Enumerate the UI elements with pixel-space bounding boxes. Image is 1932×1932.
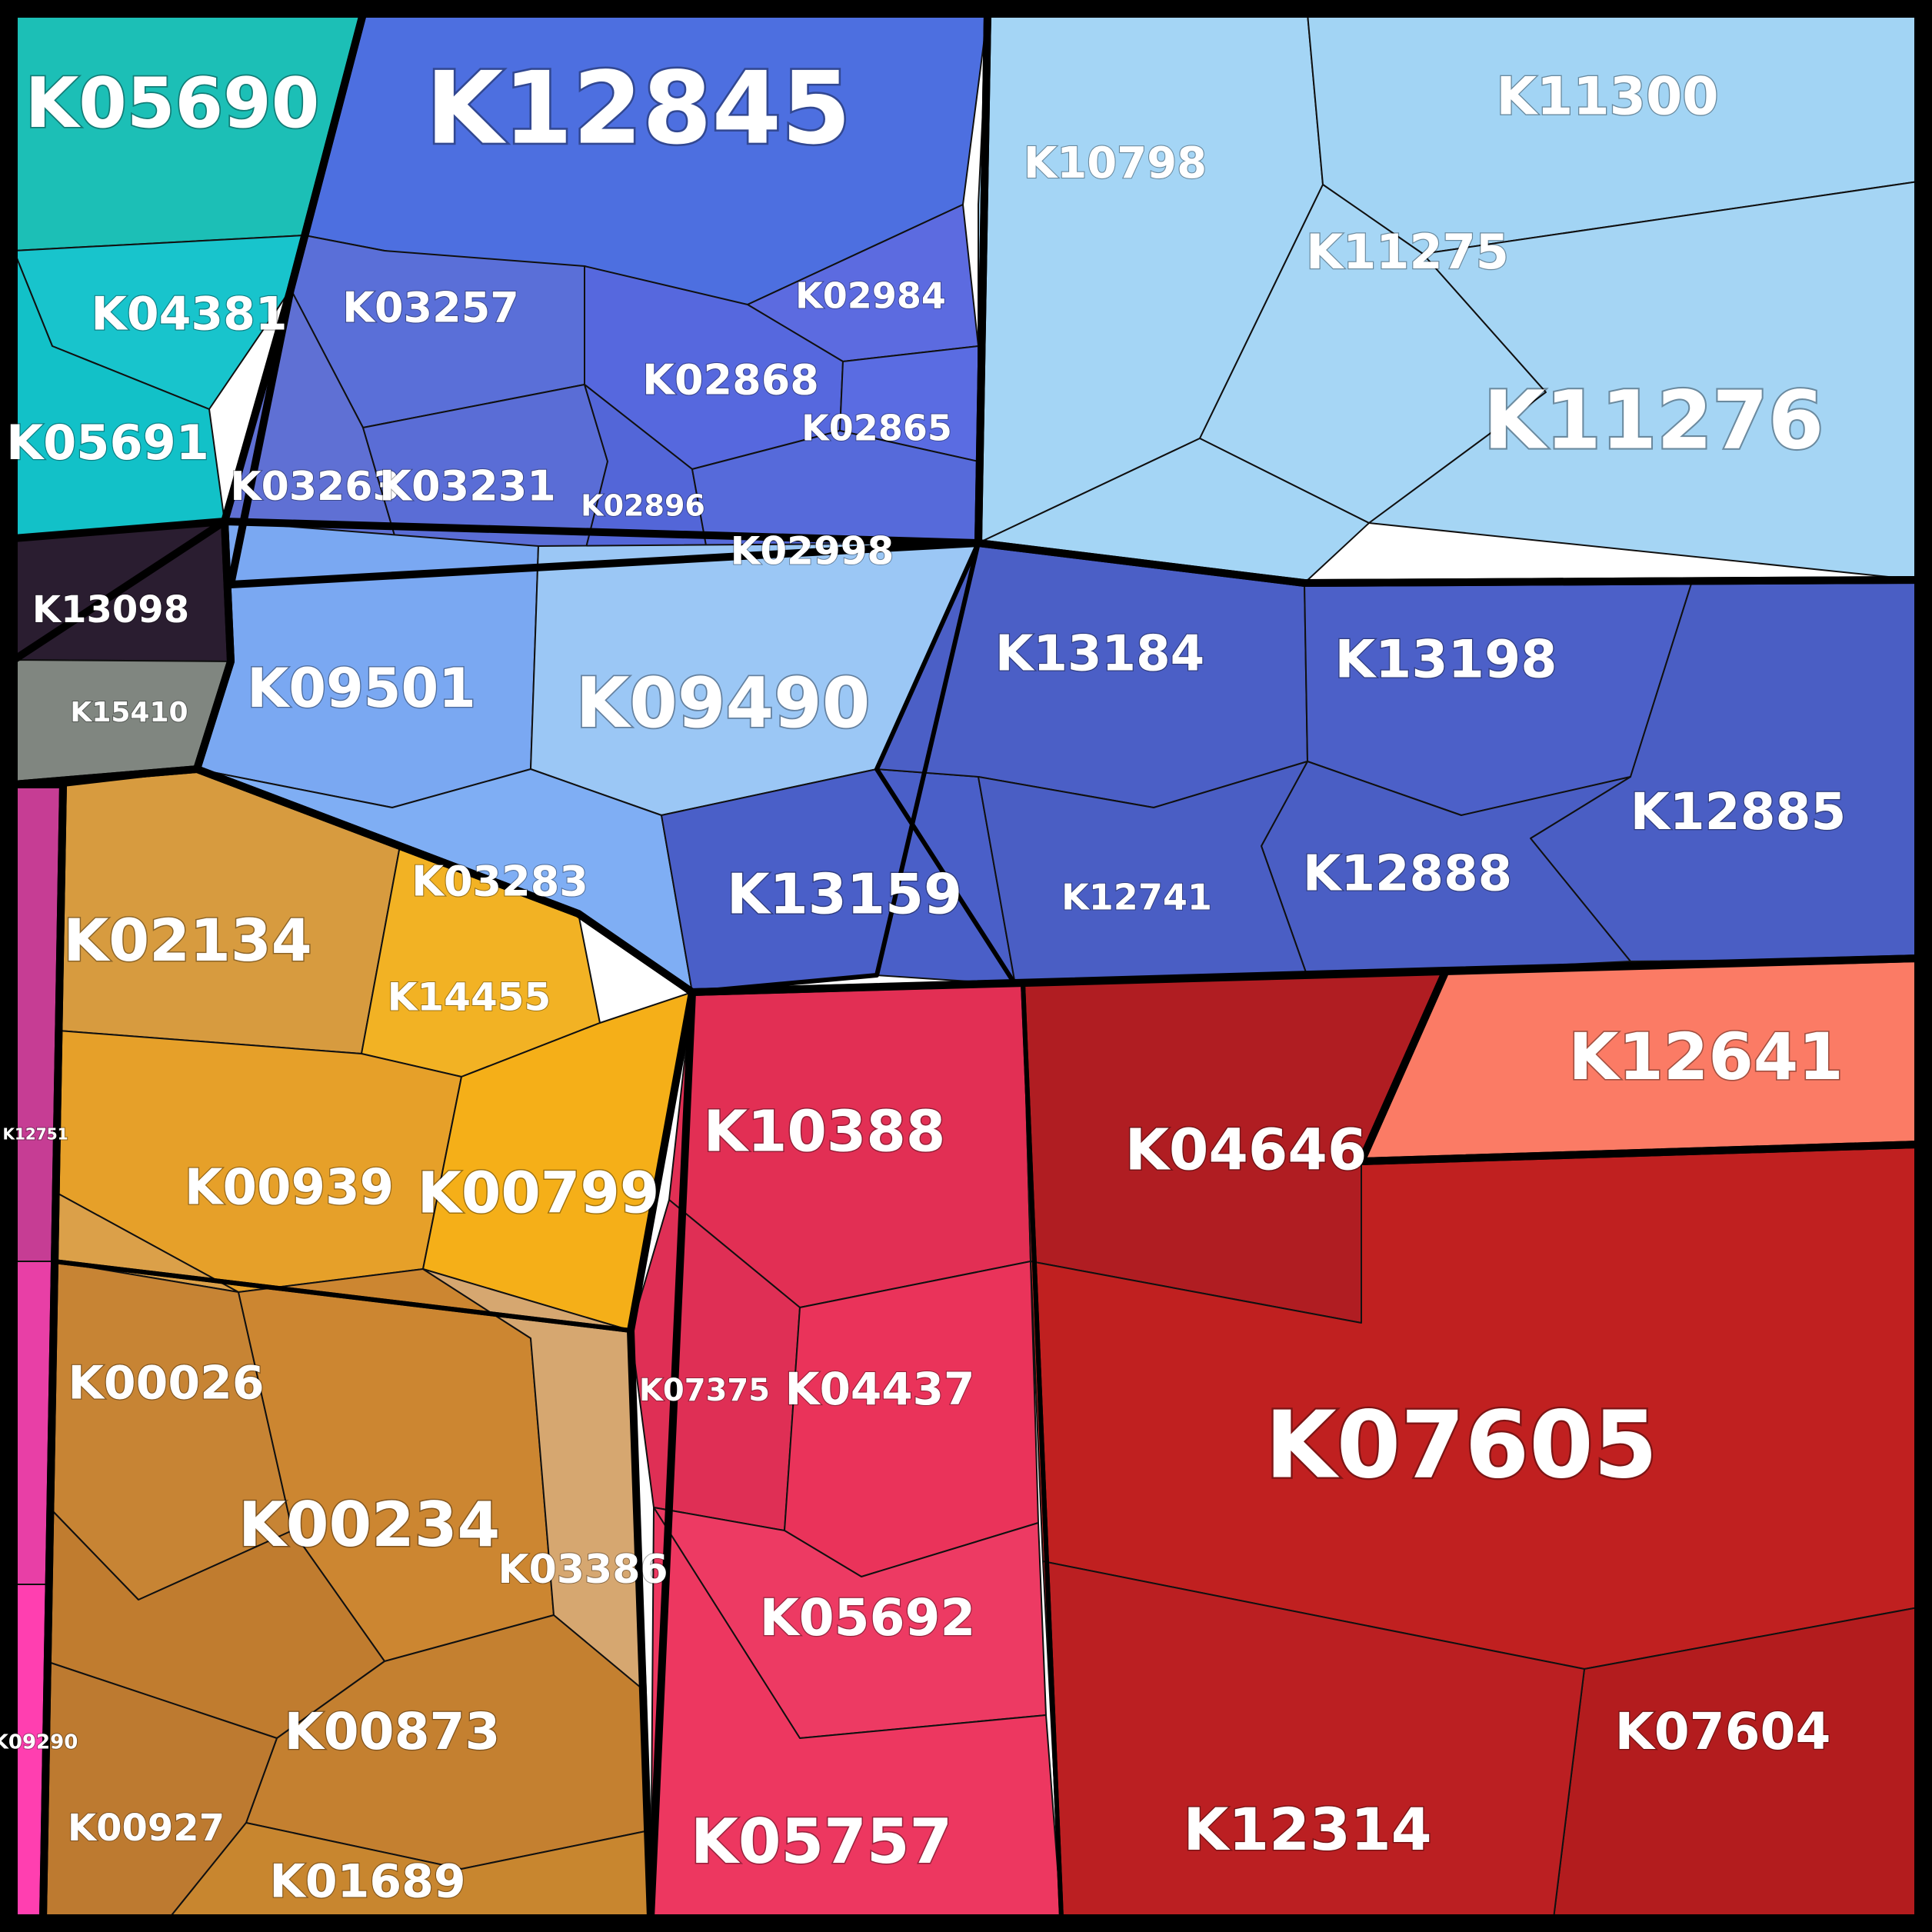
- cell-label: K09490: [576, 663, 871, 744]
- cell-label: K12845: [425, 50, 851, 167]
- cell-label: K12641: [1568, 1019, 1843, 1094]
- cell-label: K02865: [801, 408, 952, 449]
- cell-label: K07605: [1265, 1393, 1657, 1500]
- cell-label: K05757: [691, 1806, 952, 1877]
- cell-label: K00927: [68, 1807, 225, 1850]
- cell-label: K04437: [785, 1363, 975, 1415]
- cell-label: K00799: [418, 1161, 660, 1227]
- cell-label: K11276: [1484, 373, 1824, 467]
- cell-label: K09501: [247, 657, 476, 720]
- cell-label: K12885: [1631, 782, 1847, 841]
- cell-label: K02896: [581, 489, 705, 523]
- cell-label: K02134: [63, 906, 311, 974]
- cell-label: K02868: [642, 356, 819, 405]
- cell-label: K12741: [1061, 877, 1212, 918]
- cell-label: K05692: [760, 1588, 976, 1647]
- cell-label: K04646: [1125, 1118, 1367, 1184]
- cell-label: K10388: [704, 1099, 946, 1165]
- cell-label: K10798: [1024, 138, 1207, 188]
- cell-label: K14455: [388, 975, 551, 1020]
- cell-label: K02984: [795, 275, 946, 317]
- cell-label: K09290: [0, 1731, 78, 1754]
- cell-label: K01689: [269, 1855, 465, 1909]
- cell-label: K12314: [1183, 1795, 1431, 1864]
- cell-label: K00873: [285, 1702, 501, 1761]
- cell-label: K11300: [1496, 67, 1718, 128]
- cell-label: K04381: [91, 288, 287, 341]
- cell-label: K02998: [731, 529, 894, 574]
- cell-label: K13098: [32, 588, 189, 631]
- cell-label: K12888: [1303, 846, 1512, 903]
- cell-label: K00026: [68, 1357, 264, 1411]
- cell-label: K03257: [342, 284, 519, 332]
- cell-label: K00234: [238, 1489, 500, 1561]
- cell-label: K07604: [1615, 1702, 1831, 1761]
- cell-label: K05691: [6, 415, 209, 471]
- cell-label: K03386: [498, 1547, 668, 1593]
- cell-label: K12751: [2, 1125, 68, 1144]
- voronoi-treemap: K05690 K04381 K05691 K13098 K15410 K12751 K092…: [0, 0, 1932, 1932]
- cell-label: K00939: [185, 1160, 394, 1217]
- cell-label: K05690: [25, 63, 320, 144]
- cell-label: K13198: [1334, 630, 1557, 691]
- cell-label: K11275: [1306, 224, 1509, 280]
- cell-label: K07375: [639, 1373, 770, 1408]
- cell-label: K13159: [727, 862, 962, 927]
- cell-label: K03263: [230, 464, 400, 510]
- cell-label: K13184: [995, 626, 1204, 683]
- treemap-cell: [784, 1261, 1038, 1577]
- cell-label: K03231: [379, 462, 556, 511]
- cell-label: K03283: [411, 858, 588, 906]
- cell-label: K15410: [70, 697, 188, 728]
